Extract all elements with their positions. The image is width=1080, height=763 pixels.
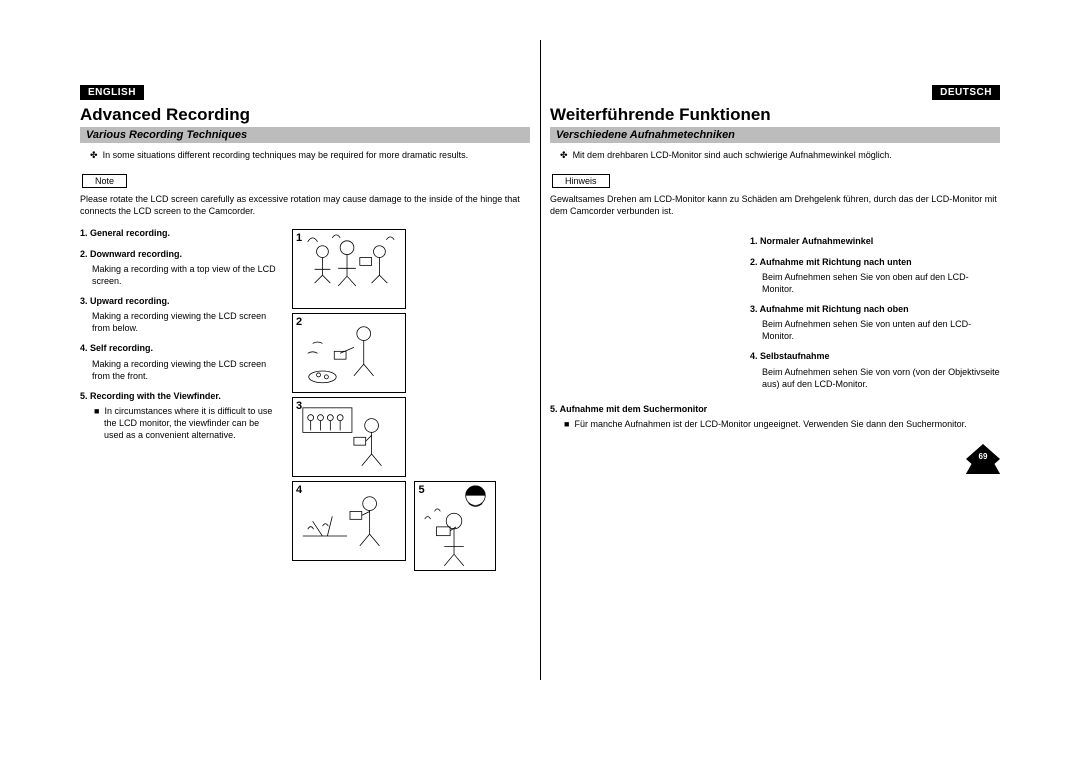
item-title: 5. Recording with the Viewfinder. — [80, 390, 280, 402]
note-text-right: Gewaltsames Drehen am LCD-Monitor kann z… — [550, 193, 1000, 217]
sub-text: Für manche Aufnahmen ist der LCD-Monitor… — [574, 419, 966, 429]
item-body: Making a recording with a top view of th… — [80, 263, 280, 287]
illustration-5: 5 — [414, 481, 496, 571]
item-title: 4. Selbstaufnahme — [750, 350, 1000, 362]
illus-number: 3 — [296, 400, 302, 412]
intro-bullet: ✤ — [90, 150, 98, 160]
item-title: 1. General recording. — [80, 227, 280, 239]
lang-badge-deutsch: DEUTSCH — [932, 85, 1000, 100]
section-title-right: Weiterführende Funktionen — [550, 105, 1000, 125]
item-title: 3. Upward recording. — [80, 295, 280, 307]
item-title: 1. Normaler Aufnahmewinkel — [750, 235, 1000, 247]
illustration-grid: 1 2 — [290, 227, 530, 573]
item-body: Making a recording viewing the LCD scree… — [80, 358, 280, 382]
list-left: 1. General recording. 2. Downward record… — [80, 227, 280, 441]
item-body: Beim Aufnehmen sehen Sie von vorn (von d… — [750, 366, 1000, 390]
page-number-badge: 69 — [966, 444, 1000, 474]
lang-badge-english: ENGLISH — [80, 85, 144, 100]
illus-number: 5 — [418, 484, 424, 496]
item-title: 3. Aufnahme mit Richtung nach oben — [750, 303, 1000, 315]
illus-number: 2 — [296, 316, 302, 328]
illustration-2: 2 — [292, 313, 406, 393]
sub-bullet: ■ — [94, 406, 99, 416]
item-title: 4. Self recording. — [80, 342, 280, 354]
illus-number: 1 — [296, 232, 302, 244]
column-divider — [540, 40, 541, 680]
list-right: 1. Normaler Aufnahmewinkel 2. Aufnahme m… — [750, 227, 1000, 394]
sub-bullet: ■ — [564, 419, 569, 429]
intro-right: ✤ Mit dem drehbaren LCD-Monitor sind auc… — [550, 149, 1000, 161]
intro-text: In some situations different recording t… — [103, 150, 469, 160]
subsection-bar-left: Various Recording Techniques — [80, 127, 530, 143]
item-sub: ■ Für manche Aufnahmen ist der LCD-Monit… — [550, 418, 1000, 430]
note-label-left: Note — [82, 174, 127, 188]
illus-svg — [293, 314, 405, 393]
page-number: 69 — [966, 452, 1000, 461]
sub-text: In circumstances where it is difficult t… — [104, 406, 272, 440]
item-title: 5. Aufnahme mit dem Suchermonitor — [550, 403, 1000, 415]
illustration-1: 1 — [292, 229, 406, 309]
item-title: 2. Downward recording. — [80, 248, 280, 260]
note-label-right: Hinweis — [552, 174, 610, 188]
list-right-full: 5. Aufnahme mit dem Suchermonitor ■ Für … — [550, 403, 1000, 430]
illus-svg — [293, 482, 405, 561]
item-body: Making a recording viewing the LCD scree… — [80, 310, 280, 334]
content-row-right: 1. Normaler Aufnahmewinkel 2. Aufnahme m… — [550, 227, 1000, 430]
illustration-3: 3 — [292, 397, 406, 477]
item-title: 2. Aufnahme mit Richtung nach unten — [750, 256, 1000, 268]
subsection-bar-right: Verschiedene Aufnahmetechniken — [550, 127, 1000, 143]
illus-svg — [293, 230, 405, 309]
intro-bullet: ✤ — [560, 150, 568, 160]
note-text-left: Please rotate the LCD screen carefully a… — [80, 193, 530, 217]
right-column: DEUTSCH Weiterführende Funktionen Versch… — [550, 85, 1000, 434]
intro-text: Mit dem drehbaren LCD-Monitor sind auch … — [573, 150, 892, 160]
illus-svg — [293, 398, 405, 477]
content-row-left: 1. General recording. 2. Downward record… — [80, 227, 530, 441]
illus-svg — [415, 482, 495, 570]
section-title-left: Advanced Recording — [80, 105, 530, 125]
item-body: Beim Aufnehmen sehen Sie von unten auf d… — [750, 318, 1000, 342]
intro-left: ✤ In some situations different recording… — [80, 149, 530, 161]
item-body: Beim Aufnehmen sehen Sie von oben auf de… — [750, 271, 1000, 295]
illustration-4: 4 — [292, 481, 406, 561]
left-column: ENGLISH Advanced Recording Various Recor… — [80, 85, 530, 445]
item-sub: ■ In circumstances where it is difficult… — [80, 405, 280, 441]
illus-number: 4 — [296, 484, 302, 496]
